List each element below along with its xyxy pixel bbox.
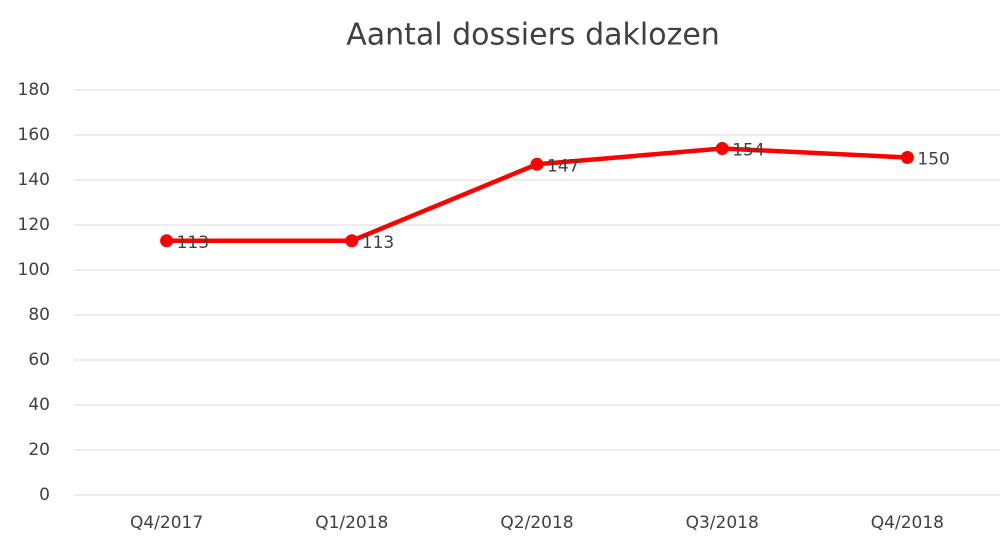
data-label: 150: [917, 150, 949, 170]
y-tick-label: 120: [18, 215, 50, 235]
x-tick-label: Q3/2018: [686, 513, 759, 533]
y-tick-label: 80: [28, 305, 50, 325]
data-label: 147: [547, 156, 579, 176]
y-tick-label: 0: [39, 485, 50, 505]
x-tick-label: Q2/2018: [500, 513, 573, 533]
y-tick-label: 40: [28, 395, 50, 415]
data-label: 154: [732, 141, 764, 161]
y-tick-label: 140: [18, 170, 50, 190]
data-label: 113: [362, 233, 394, 253]
y-tick-label: 160: [18, 125, 50, 145]
chart-title: Aantal dossiers daklozen: [346, 18, 720, 53]
point: [715, 142, 729, 155]
x-tick-label: Q4/2017: [130, 513, 203, 533]
point: [900, 151, 914, 164]
x-tick-label: Q4/2018: [871, 513, 944, 533]
point: [160, 234, 174, 248]
x-tick-label: Q1/2018: [315, 513, 388, 533]
y-tick-label: 20: [28, 440, 50, 460]
point: [345, 234, 359, 248]
y-tick-label: 180: [18, 80, 50, 100]
point: [530, 157, 544, 171]
y-tick-label: 100: [18, 260, 50, 280]
y-tick-label: 60: [28, 350, 50, 370]
data-label: 113: [177, 233, 209, 253]
